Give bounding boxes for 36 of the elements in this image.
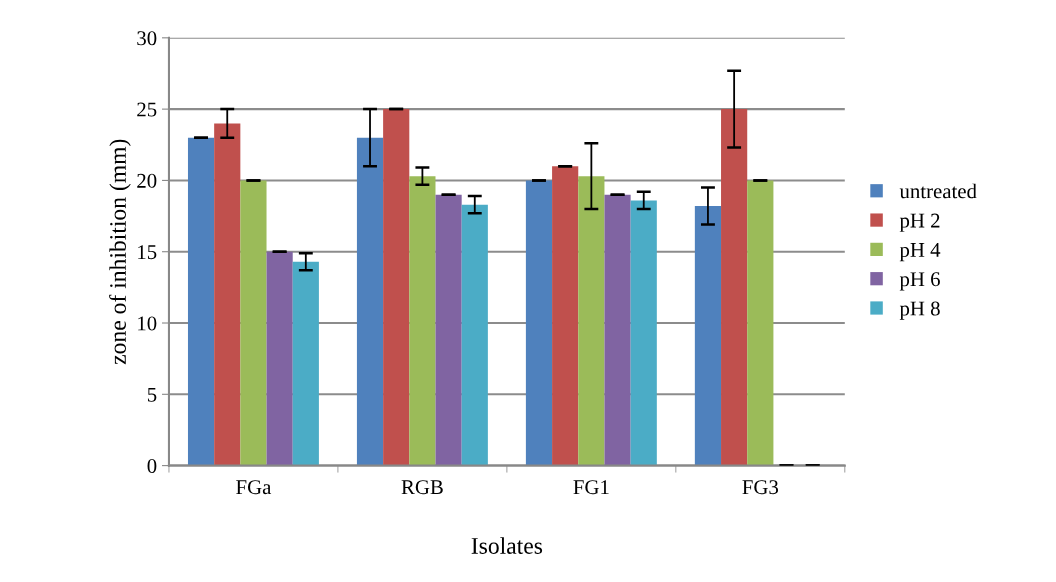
y-axis-title: zone of inhibition (mm) <box>109 139 131 365</box>
bar <box>356 137 384 466</box>
x-tick-label: FGa <box>236 480 272 495</box>
y-tick-label: 20 <box>137 173 157 188</box>
x-tick-label: FG1 <box>573 480 609 495</box>
bar <box>694 206 722 466</box>
x-tick-label: FG3 <box>742 480 779 495</box>
bar <box>435 194 462 466</box>
bar <box>409 176 436 466</box>
x-tick-label: RGB <box>401 480 443 495</box>
bar <box>721 109 748 466</box>
y-tick-label: 0 <box>147 458 157 474</box>
y-tick-label: 25 <box>137 102 157 117</box>
legend-label: pH 2 <box>899 213 940 232</box>
bar <box>578 176 605 466</box>
bar <box>292 261 319 466</box>
bar <box>604 194 631 466</box>
y-tick-label: 15 <box>138 245 157 260</box>
bar <box>240 180 267 466</box>
legend-label: pH 6 <box>899 272 940 291</box>
bar <box>525 180 553 466</box>
legend-label: pH 8 <box>899 301 940 320</box>
y-tick-label: 5 <box>147 387 157 402</box>
bar <box>552 166 579 466</box>
bar <box>747 180 774 466</box>
bar <box>461 204 488 466</box>
bar <box>266 251 293 466</box>
y-tick-label: 30 <box>137 31 157 46</box>
legend-label: untreated <box>899 183 977 199</box>
legend-label: pH 4 <box>899 243 941 262</box>
y-tick-label: 10 <box>138 316 157 331</box>
x-axis-title: Isolates <box>471 537 543 554</box>
bar <box>187 137 215 466</box>
bar <box>214 123 241 466</box>
bar <box>383 109 410 466</box>
bar <box>630 200 657 466</box>
